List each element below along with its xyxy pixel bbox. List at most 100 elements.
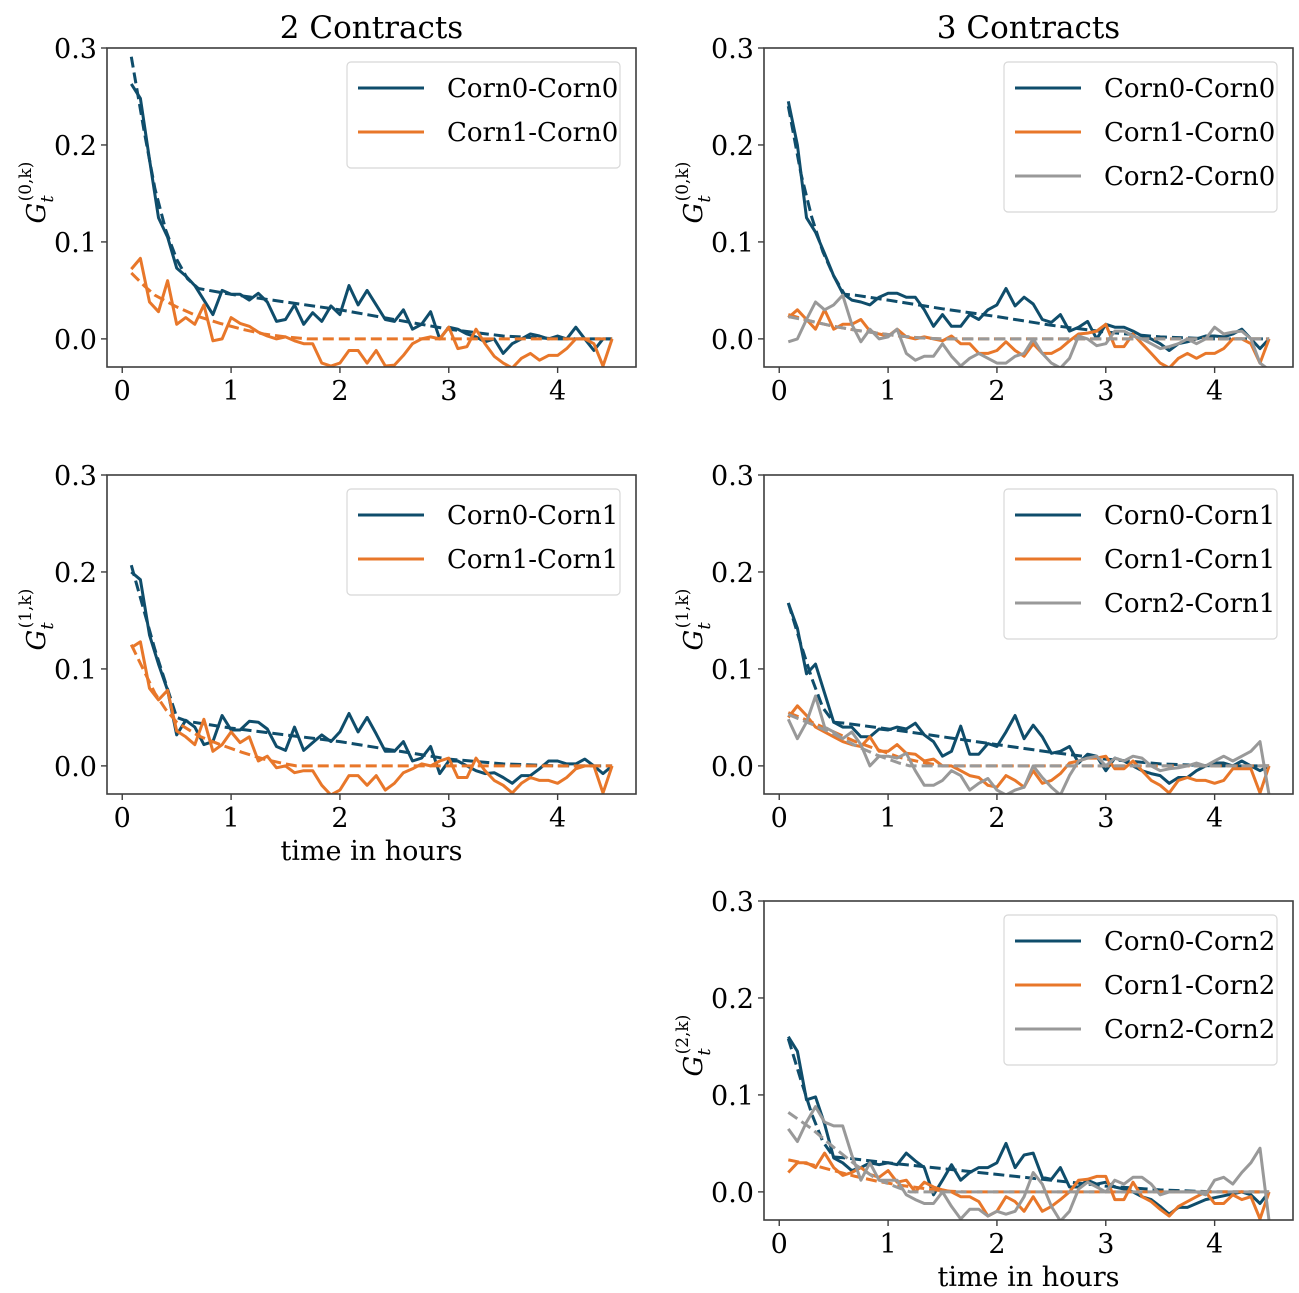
y-label-main: G — [22, 630, 52, 651]
legend-label: Corn0-Corn1 — [447, 501, 618, 531]
fit-line-corn2-corn2-fit — [787, 1111, 1270, 1194]
panel-3-contracts-row1: 0 1 2 3 4 0.0 0.1 0.2 0.3 3 Contracts Gt(0,k) Corn0… — [673, 10, 1294, 407]
y-tick-label: 0.0 — [54, 325, 97, 356]
y-tick-label: 0.3 — [711, 887, 754, 918]
series-line-corn2-corn1 — [786, 694, 1271, 794]
fit-line-corn0-corn1-fit — [129, 564, 613, 768]
axes-frame — [106, 47, 637, 368]
panel-3-contracts-row3: 0 1 2 3 4 0.0 0.1 0.2 0.3 time in hours Gt(2,k) Cor… — [673, 887, 1294, 1293]
fit-line-corn0-corn0-fit — [129, 56, 613, 341]
legend-label: Corn1-Corn2 — [1104, 971, 1275, 1001]
y-axis-label: Gt(1,k) — [673, 589, 715, 651]
series-line-corn1-corn1 — [130, 640, 614, 794]
legend: Corn0-Corn2 Corn1-Corn2 Corn2-Corn2 — [1003, 914, 1278, 1066]
x-tick-label: 3 — [1097, 1229, 1114, 1260]
y-tick-label: 0.3 — [54, 34, 97, 65]
x-tick-label: 1 — [222, 376, 239, 407]
panel-2-contracts-row1: 0 1 2 3 4 0.0 0.1 0.2 0.3 2 Contracts Gt(0,k) Corn0… — [16, 10, 637, 407]
fit-line-corn0-corn0-fit — [786, 105, 1270, 341]
y-tick-label: 0.1 — [54, 655, 97, 686]
x-tick-label: 2 — [988, 803, 1005, 834]
legend-label: Corn2-Corn0 — [1104, 162, 1275, 192]
y-axis-label: Gt(0,k) — [16, 162, 58, 224]
y-label-subscript: t — [37, 195, 58, 203]
axes-frame — [763, 47, 1294, 368]
plot-area — [129, 56, 614, 367]
plot-area — [786, 602, 1271, 794]
y-tick-label: 0.2 — [711, 131, 754, 162]
x-tick-label: 4 — [1206, 376, 1223, 407]
y-tick-label: 0.2 — [54, 558, 97, 589]
y-axis-label: Gt(2,k) — [673, 1015, 715, 1077]
y-label-main: G — [679, 1056, 709, 1077]
x-tick-label: 3 — [1097, 803, 1114, 834]
x-tick-label: 1 — [879, 1229, 896, 1260]
y-label-subscript: t — [694, 195, 715, 203]
y-axis-label: Gt(1,k) — [16, 589, 58, 651]
y-tick-label: 0.2 — [54, 131, 97, 162]
y-label-main: G — [22, 203, 52, 224]
x-tick-label: 4 — [549, 376, 566, 407]
y-tick-label: 0.1 — [711, 1081, 754, 1112]
panel-2-contracts-row2: 0 1 2 3 4 0.0 0.1 0.2 0.3 time in hours Gt(1,k) Cor… — [16, 461, 637, 867]
x-tick-label: 2 — [331, 803, 348, 834]
fit-line-corn0-corn2-fit — [786, 1038, 1270, 1194]
legend-label: Corn2-Corn2 — [1104, 1015, 1275, 1045]
x-axis-label: time in hours — [280, 836, 462, 867]
y-tick-label: 0.0 — [711, 752, 754, 783]
fit-line-corn1-corn1-fit — [129, 644, 613, 768]
axes-frame — [763, 900, 1294, 1221]
y-tick-label: 0.0 — [711, 1178, 754, 1209]
x-axis-label: time in hours — [937, 1262, 1119, 1293]
legend-label: Corn0-Corn1 — [1104, 501, 1275, 531]
legend-label: Corn1-Corn1 — [1104, 545, 1275, 575]
x-tick-label: 0 — [771, 803, 788, 834]
x-tick-label: 3 — [440, 376, 457, 407]
y-tick-label: 0.0 — [54, 752, 97, 783]
y-tick-label: 0.3 — [711, 34, 754, 65]
legend-label: Corn1-Corn0 — [447, 118, 618, 148]
fit-line-corn1-corn0-fit — [130, 271, 613, 341]
y-tick-label: 0.1 — [711, 655, 754, 686]
y-tick-label: 0.1 — [54, 228, 97, 259]
fit-line-corn2-corn0-fit — [788, 315, 1270, 341]
y-label-superscript: (2,k) — [673, 1015, 693, 1055]
legend-label: Corn1-Corn1 — [447, 545, 618, 575]
fit-line-corn2-corn1-fit — [787, 713, 1270, 768]
y-label-main: G — [679, 203, 709, 224]
axes-frame — [106, 474, 637, 795]
legend-label: Corn0-Corn0 — [447, 74, 618, 104]
x-tick-label: 1 — [222, 803, 239, 834]
x-tick-label: 0 — [771, 376, 788, 407]
legend-label: Corn0-Corn0 — [1104, 74, 1275, 104]
plot-area — [129, 564, 614, 794]
y-tick-label: 0.3 — [711, 461, 754, 492]
y-label-subscript: t — [694, 1048, 715, 1056]
y-label-superscript: (1,k) — [673, 589, 693, 629]
plot-area — [786, 1035, 1271, 1220]
x-tick-label: 0 — [114, 376, 131, 407]
y-tick-label: 0.0 — [711, 325, 754, 356]
legend-label: Corn1-Corn0 — [1104, 118, 1275, 148]
y-tick-label: 0.2 — [711, 558, 754, 589]
series-line-corn0-corn0 — [130, 83, 613, 355]
x-tick-label: 0 — [114, 803, 131, 834]
x-tick-label: 4 — [1206, 803, 1223, 834]
legend: Corn0-Corn1 Corn1-Corn1 Corn2-Corn1 — [1003, 488, 1278, 640]
panel-title: 2 Contracts — [280, 10, 463, 46]
y-axis-label: Gt(0,k) — [673, 162, 715, 224]
y-tick-label: 0.3 — [54, 461, 97, 492]
y-label-superscript: (0,k) — [673, 162, 693, 202]
x-tick-label: 2 — [988, 376, 1005, 407]
y-label-main: G — [679, 630, 709, 651]
x-tick-label: 2 — [331, 376, 348, 407]
x-tick-label: 1 — [879, 803, 896, 834]
x-tick-label: 3 — [1097, 376, 1114, 407]
x-tick-label: 2 — [988, 1229, 1005, 1260]
x-tick-label: 3 — [440, 803, 457, 834]
axes-frame — [763, 474, 1294, 795]
y-label-superscript: (0,k) — [16, 162, 36, 202]
plot-area — [786, 100, 1271, 367]
x-tick-label: 4 — [1206, 1229, 1223, 1260]
